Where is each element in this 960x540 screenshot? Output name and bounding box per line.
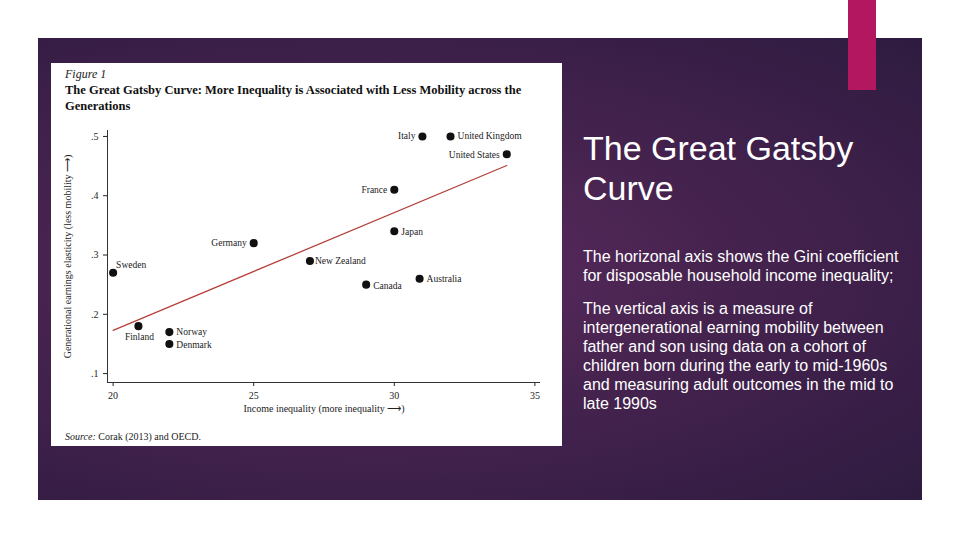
svg-text:Canada: Canada [373,281,402,291]
html-text:The horizonal axis shows the G: The horizonal axis shows the Gini coeffi… [583,248,899,284]
svg-text:.2: .2 [91,309,99,320]
svg-text:.4: .4 [91,190,99,201]
svg-text:Germany: Germany [211,238,247,248]
html-text:The vertical axis is a measure: The vertical axis is a measure of interg… [583,300,894,412]
svg-text:Generational earnings elastici: Generational earnings elasticity (less m… [62,155,74,359]
html-text:Source: Corak (2013) and OECD.: Source: Corak (2013) and OECD. [65,431,201,442]
svg-text:United States: United States [449,150,500,160]
svg-text:Sweden: Sweden [116,260,146,270]
svg-text:New Zealand: New Zealand [315,256,366,266]
svg-text:United Kingdom: United Kingdom [458,131,523,141]
svg-text:Italy: Italy [398,131,416,141]
html-text:The Great Gatsby Curve: More I: The Great Gatsby Curve: More Inequality … [65,83,522,113]
svg-text:France: France [361,185,387,195]
svg-text:35: 35 [530,390,540,401]
svg-text:.5: .5 [91,131,99,142]
html-text:Figure 1: Figure 1 [65,67,107,81]
html-text:The Great Gatsby Curve: The Great Gatsby Curve [583,129,854,207]
svg-text:25: 25 [249,390,259,401]
svg-text:Income inequality (more inequa: Income inequality (more inequality ⟶) [243,403,404,415]
svg-text:Norway: Norway [176,327,207,337]
svg-text:Denmark: Denmark [176,340,212,350]
svg-text:Japan: Japan [401,227,423,237]
svg-text:30: 30 [389,390,399,401]
svg-text:20: 20 [108,390,118,401]
svg-text:Finland: Finland [125,332,154,342]
svg-text:.1: .1 [91,368,99,379]
svg-text:Australia: Australia [427,274,463,284]
svg-text:.3: .3 [91,249,99,260]
